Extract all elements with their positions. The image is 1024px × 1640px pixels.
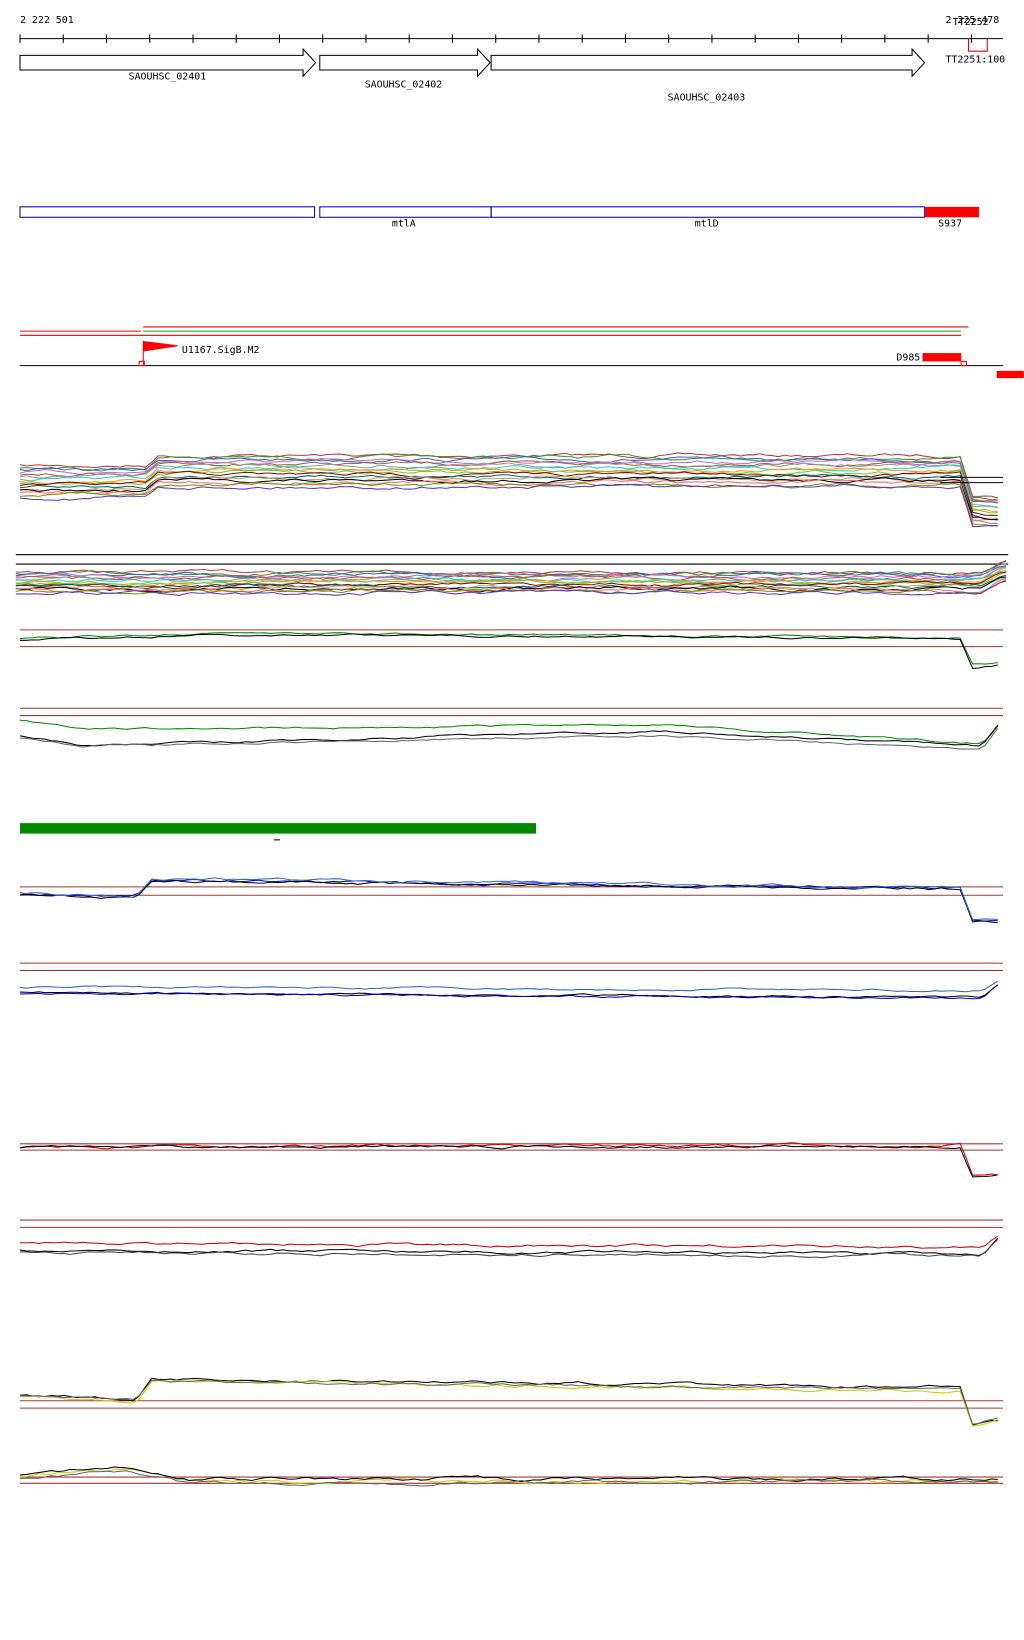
track-line [15, 579, 1007, 595]
track-line [19, 1236, 999, 1249]
track-line [19, 984, 999, 1000]
track-line [19, 464, 998, 508]
track-line [19, 461, 998, 509]
track-line [19, 879, 998, 924]
track-line [19, 728, 999, 750]
track-line [19, 476, 998, 521]
ruler-end: 2 225 478 [946, 15, 1000, 26]
track-line [19, 980, 999, 993]
ruler-start: 2 222 501 [20, 15, 74, 26]
track-line [15, 571, 1007, 590]
feature-label: U1167.SigB.M2 [182, 345, 260, 356]
feature-box [996, 370, 1024, 379]
track-line [19, 878, 998, 922]
track-line [15, 577, 1007, 591]
gene-label: SAOUHSC_02403 [668, 92, 746, 103]
ruler-ticks [19, 34, 972, 43]
track-line [15, 561, 1007, 578]
track-line [19, 1377, 998, 1426]
promoter-flag [142, 340, 178, 366]
region-bar [20, 823, 537, 834]
terminator [967, 38, 988, 52]
terminator-id: TT2252 [953, 17, 989, 28]
track-line [19, 474, 998, 521]
annotation-box [490, 206, 926, 218]
track-line [19, 724, 999, 747]
gene-arrow [490, 47, 926, 78]
gene-arrow [19, 47, 317, 78]
track-line [15, 565, 1007, 582]
track-line [19, 719, 999, 745]
annotation-label: S937 [938, 219, 962, 230]
annotation-box [19, 206, 316, 218]
track-line [19, 632, 998, 665]
gene-arrow [319, 47, 491, 78]
expression-tracks [15, 452, 1009, 1487]
track-line [15, 565, 1007, 580]
track-line [19, 1144, 998, 1178]
gene-label: SAOUHSC_02401 [129, 71, 207, 82]
feature-marker [138, 360, 145, 367]
track-line [19, 1379, 998, 1425]
feature-marker [960, 360, 967, 367]
track-line [19, 1466, 998, 1483]
track-line [19, 1239, 999, 1259]
track-line [19, 483, 998, 528]
annotation-box [924, 206, 979, 218]
track-line [19, 475, 998, 522]
annotation-label: mtlD [695, 219, 719, 230]
gene-label: SAOUHSC_02402 [365, 80, 443, 91]
track-line [19, 1237, 999, 1257]
track-line [19, 877, 998, 921]
annotation-label: mtlA [392, 219, 416, 230]
annotation-box [319, 206, 492, 218]
track-line [19, 633, 998, 669]
terminator-label: TT2251:100 [946, 55, 1006, 66]
feature-label: D985 [896, 352, 920, 363]
feature-box [922, 353, 962, 362]
track-line [19, 1470, 998, 1487]
track-line [19, 481, 998, 527]
track-line [19, 1468, 998, 1485]
track-line [15, 580, 1007, 596]
